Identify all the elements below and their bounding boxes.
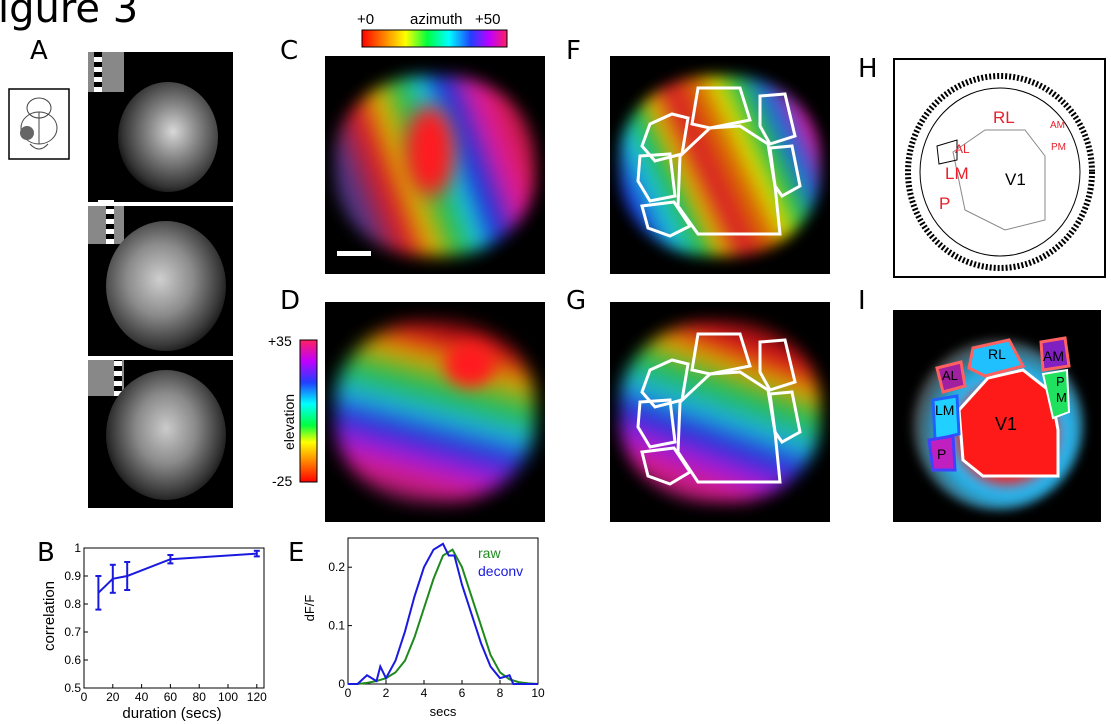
b-xtick-label-0: 0 xyxy=(81,690,88,704)
panel-label-e: E xyxy=(288,538,305,568)
elevation-label: elevation xyxy=(281,394,297,450)
b-ytick-label-5: 1 xyxy=(74,541,81,555)
b-xtick-label-4: 80 xyxy=(193,690,207,704)
area-label-al-h: AL xyxy=(955,142,970,156)
legend-deconv: deconv xyxy=(478,563,523,579)
b-xtick-label-3: 60 xyxy=(164,690,178,704)
b-xtick-label-6: 120 xyxy=(247,690,267,704)
azimuth-colorbar: +0 azimuth +50 xyxy=(357,11,508,48)
panel-label-i: I xyxy=(858,286,866,316)
elevation-map xyxy=(325,302,545,522)
azimuth-map-borders xyxy=(610,56,830,274)
b-ytick-label-1: 0.6 xyxy=(64,653,81,667)
area-overlay-map: RL AM AL P M LM V1 P xyxy=(893,310,1101,522)
figure-title: igure 3 xyxy=(0,0,139,32)
area-label-lm-h: LM xyxy=(945,164,969,183)
area-label-v1-i: V1 xyxy=(995,414,1018,434)
e-series-deconv xyxy=(348,542,538,685)
panel-label-h: H xyxy=(858,54,878,84)
azimuth-max: +50 xyxy=(475,11,500,28)
dff-trace-chart: dF/F secs raw deconv 0 2 4 6 8 10 0 0.1 0.2 xyxy=(302,537,545,719)
panel-label-b: B xyxy=(37,538,55,568)
panel-label-a: A xyxy=(30,36,48,66)
area-label-p2-i: P xyxy=(937,446,947,462)
elevation-map-borders xyxy=(610,302,830,522)
area-borders-g xyxy=(636,332,802,486)
e-xlabel: secs xyxy=(430,704,457,719)
area-label-p-i: P xyxy=(1056,374,1065,389)
area-label-pm-h: PM xyxy=(1051,142,1066,153)
b-ytick-label-2: 0.7 xyxy=(64,625,81,639)
b-ylabel: correlation xyxy=(41,581,58,651)
raw-image-2 xyxy=(88,206,233,356)
e-xtick-label-3: 6 xyxy=(459,686,466,700)
elevation-max: +35 xyxy=(268,333,292,349)
area-label-am-i: AM xyxy=(1043,348,1064,364)
e-axes-frame xyxy=(347,537,539,685)
b-ytick-label-0: 0.5 xyxy=(64,681,81,695)
azimuth-map xyxy=(325,56,545,274)
b-axes-frame xyxy=(83,547,265,689)
scale-bar-c xyxy=(337,251,371,256)
b-ytick-label-4: 0.9 xyxy=(64,569,81,583)
e-xtick-label-1: 2 xyxy=(383,686,390,700)
b-xlabel: duration (secs) xyxy=(122,705,221,722)
b-xtick-label-1: 20 xyxy=(106,690,120,704)
scale-bar-a xyxy=(98,200,114,204)
e-xtick-label-2: 4 xyxy=(421,686,428,700)
e-ylabel: dF/F xyxy=(302,595,317,622)
area-label-rl-h: RL xyxy=(993,108,1015,127)
panel-label-d: D xyxy=(280,286,301,316)
area-label-m-i: M xyxy=(1056,390,1067,405)
area-label-al-i: AL xyxy=(942,368,958,383)
raw-image-3 xyxy=(88,360,233,508)
area-boundary-map: RL AM PM AL LM V1 P xyxy=(893,58,1106,278)
legend-raw: raw xyxy=(478,545,501,561)
azimuth-label: azimuth xyxy=(410,11,463,28)
area-label-p-h: P xyxy=(939,194,951,213)
e-xtick-label-0: 0 xyxy=(345,686,352,700)
e-ytick-label-1: 0.1 xyxy=(328,619,345,633)
panel-label-g: G xyxy=(566,286,587,316)
b-xtick-label-5: 100 xyxy=(218,690,238,704)
area-borders-f xyxy=(636,86,802,238)
area-label-v1-h: V1 xyxy=(1005,170,1026,189)
area-label-am-h: AM xyxy=(1050,120,1065,131)
e-xtick-label-4: 8 xyxy=(497,686,504,700)
panel-label-c: C xyxy=(280,36,299,66)
area-label-lm-i: LM xyxy=(935,402,955,418)
elevation-colorbar: +35 -25 elevation xyxy=(268,333,318,489)
b-series-line xyxy=(97,552,257,594)
elevation-min: -25 xyxy=(272,473,292,489)
correlation-chart: correlation duration (secs) 0 20 40 60 80 100… xyxy=(41,541,267,722)
raw-image-1 xyxy=(88,52,233,202)
panel-label-f: F xyxy=(566,36,581,66)
e-xtick-label-5: 10 xyxy=(531,686,545,700)
mouse-brain-schematic xyxy=(8,88,70,160)
azimuth-min: +0 xyxy=(357,11,374,28)
b-xtick-label-2: 40 xyxy=(135,690,149,704)
area-label-rl-i: RL xyxy=(988,346,1006,362)
e-ytick-label-0: 0 xyxy=(338,677,345,691)
b-ytick-label-3: 0.8 xyxy=(64,597,81,611)
e-ytick-label-2: 0.2 xyxy=(328,560,345,574)
